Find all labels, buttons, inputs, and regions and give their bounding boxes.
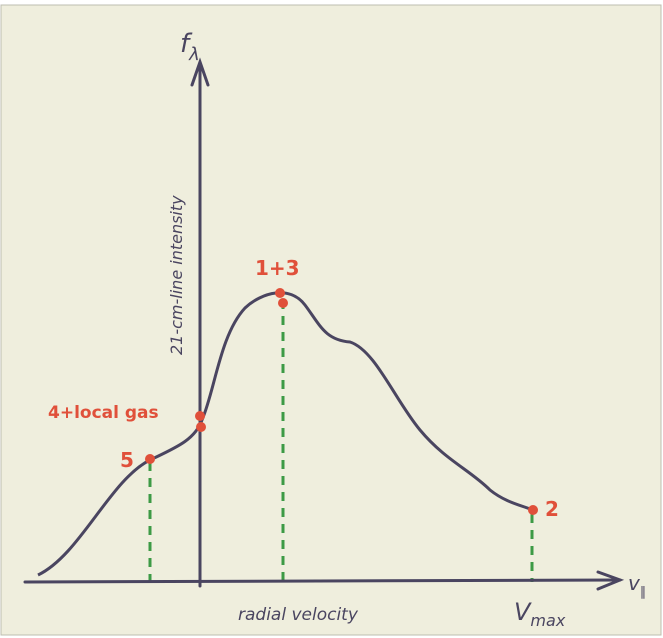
y-label: 21-cm-line intensity — [167, 195, 186, 355]
label-text: 4+local gas — [48, 403, 159, 423]
point — [145, 454, 155, 464]
symbol: v — [628, 571, 641, 595]
point — [278, 298, 288, 308]
points — [145, 288, 538, 515]
subscript: λ — [188, 44, 200, 65]
x-arrow — [596, 570, 625, 591]
point — [275, 288, 285, 298]
background — [0, 4, 662, 636]
point — [195, 411, 205, 421]
point — [196, 422, 206, 432]
x-label: radial velocity — [238, 605, 359, 625]
y-arrow — [190, 57, 210, 87]
point-label: 5 — [120, 448, 134, 472]
point — [528, 505, 538, 515]
subscript: max — [530, 611, 565, 630]
x-symbol: v∥ — [628, 571, 646, 600]
point-label: 4+local gas — [48, 403, 159, 423]
point-label: 2 — [545, 497, 559, 521]
axes — [23, 57, 625, 591]
symbol: V — [514, 598, 532, 626]
subscript: ∥ — [640, 585, 647, 600]
x-max-label: Vmax — [514, 598, 566, 630]
drop-lines — [148, 300, 534, 582]
point-label: 1+3 — [255, 256, 300, 280]
x-axis — [23, 578, 622, 584]
